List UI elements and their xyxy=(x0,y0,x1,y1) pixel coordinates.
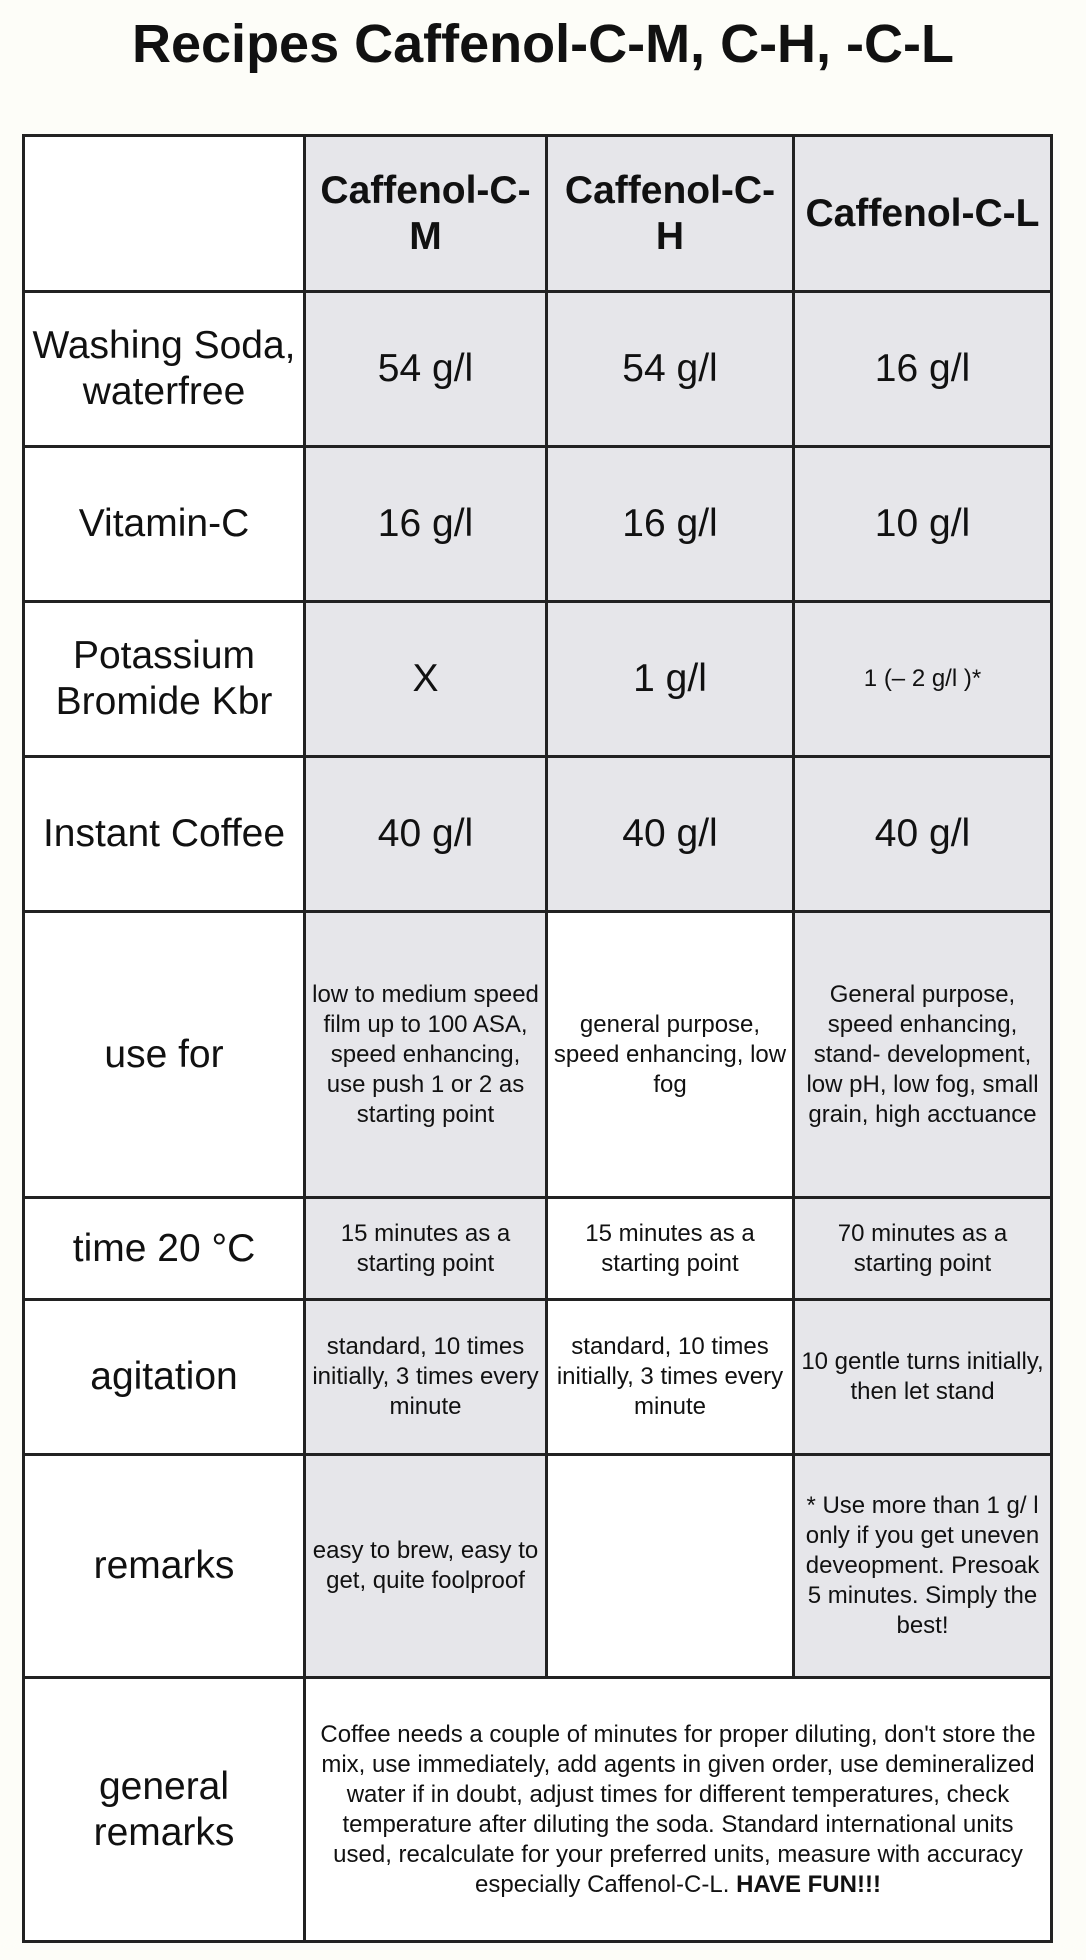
table-cell: X xyxy=(303,600,548,758)
table-cell: 54 g/l xyxy=(545,290,795,448)
table-cell: 70 minutes as a starting point xyxy=(792,1196,1053,1301)
table-cell: 40 g/l xyxy=(303,755,548,913)
table-cell: 1 g/l xyxy=(545,600,795,758)
remarks-emphasis: HAVE FUN!!! xyxy=(736,1870,881,1898)
remarks-text: Coffee needs a couple of minutes for pro… xyxy=(320,1720,1036,1898)
table-row: agitation standard, 10 times initially, 3… xyxy=(22,1298,1053,1456)
column-header: Caffenol-C-M xyxy=(303,134,548,293)
row-label: Potassium Bromide Kbr xyxy=(22,600,306,758)
general-row: general remarks Coffee needs a couple of … xyxy=(22,1676,1053,1943)
table-cell: 54 g/l xyxy=(303,290,548,448)
table-cell: low to medium speed film up to 100 ASA, … xyxy=(303,910,548,1199)
table-cell: General purpose, speed enhancing, stand-… xyxy=(792,910,1053,1199)
table-cell: 15 minutes as a starting point xyxy=(303,1196,548,1301)
table-row: Potassium Bromide Kbr X 1 g/l 1 (– 2 g/l )* xyxy=(22,600,1053,758)
table-cell: standard, 10 times initially, 3 times ev… xyxy=(303,1298,548,1456)
table-cell: 15 minutes as a starting point xyxy=(545,1196,795,1301)
table-cell: general purpose, speed enhancing, low fo… xyxy=(545,910,795,1199)
table-row: Vitamin-C 16 g/l 16 g/l 10 g/l xyxy=(22,445,1053,603)
table-row: time 20 °C 15 minutes as a starting point… xyxy=(22,1196,1053,1301)
row-label: use for xyxy=(22,910,306,1199)
table-cell xyxy=(545,1453,795,1679)
table-cell: 40 g/l xyxy=(792,755,1053,913)
table-cell: 16 g/l xyxy=(303,445,548,603)
row-label: agitation xyxy=(22,1298,306,1456)
table-cell: 10 gentle turns initially, then let stan… xyxy=(792,1298,1053,1456)
row-label: time 20 °C xyxy=(22,1196,306,1301)
column-header: Caffenol-C-H xyxy=(545,134,795,293)
table-row: remarks easy to brew, easy to get, quite … xyxy=(22,1453,1053,1679)
column-header: Caffenol-C-L xyxy=(792,134,1053,293)
table-cell: 10 g/l xyxy=(792,445,1053,603)
row-label: remarks xyxy=(22,1453,306,1679)
general-remarks: Coffee needs a couple of minutes for pro… xyxy=(303,1676,1053,1943)
row-label: Washing Soda, waterfree xyxy=(22,290,306,448)
row-label: Vitamin-C xyxy=(22,445,306,603)
table-cell: * Use more than 1 g/ l only if you get u… xyxy=(792,1453,1053,1679)
page-title: Recipes Caffenol-C-M, C-H, -C-L xyxy=(132,14,954,74)
row-label: general remarks xyxy=(22,1676,306,1943)
row-label: Instant Coffee xyxy=(22,755,306,913)
table-cell: 1 (– 2 g/l )* xyxy=(792,600,1053,758)
table-body: Caffenol-C-M Caffenol-C-H Caffenol-C-L Wash… xyxy=(22,134,1053,1943)
table-cell: 40 g/l xyxy=(545,755,795,913)
corner-cell xyxy=(22,134,306,293)
table-row: use for low to medium speed film up to 10… xyxy=(22,910,1053,1199)
table-row: Washing Soda, waterfree 54 g/l 54 g/l 16 g/… xyxy=(22,290,1053,448)
table-cell: easy to brew, easy to get, quite foolpro… xyxy=(303,1453,548,1679)
table-cell: 16 g/l xyxy=(545,445,795,603)
table-cell: 16 g/l xyxy=(792,290,1053,448)
header-row: Caffenol-C-M Caffenol-C-H Caffenol-C-L xyxy=(22,134,1053,293)
table-cell: standard, 10 times initially, 3 times ev… xyxy=(545,1298,795,1456)
table-row: Instant Coffee 40 g/l 40 g/l 40 g/l xyxy=(22,755,1053,913)
recipe-table: Caffenol-C-M Caffenol-C-H Caffenol-C-L Wash… xyxy=(22,134,1053,1943)
